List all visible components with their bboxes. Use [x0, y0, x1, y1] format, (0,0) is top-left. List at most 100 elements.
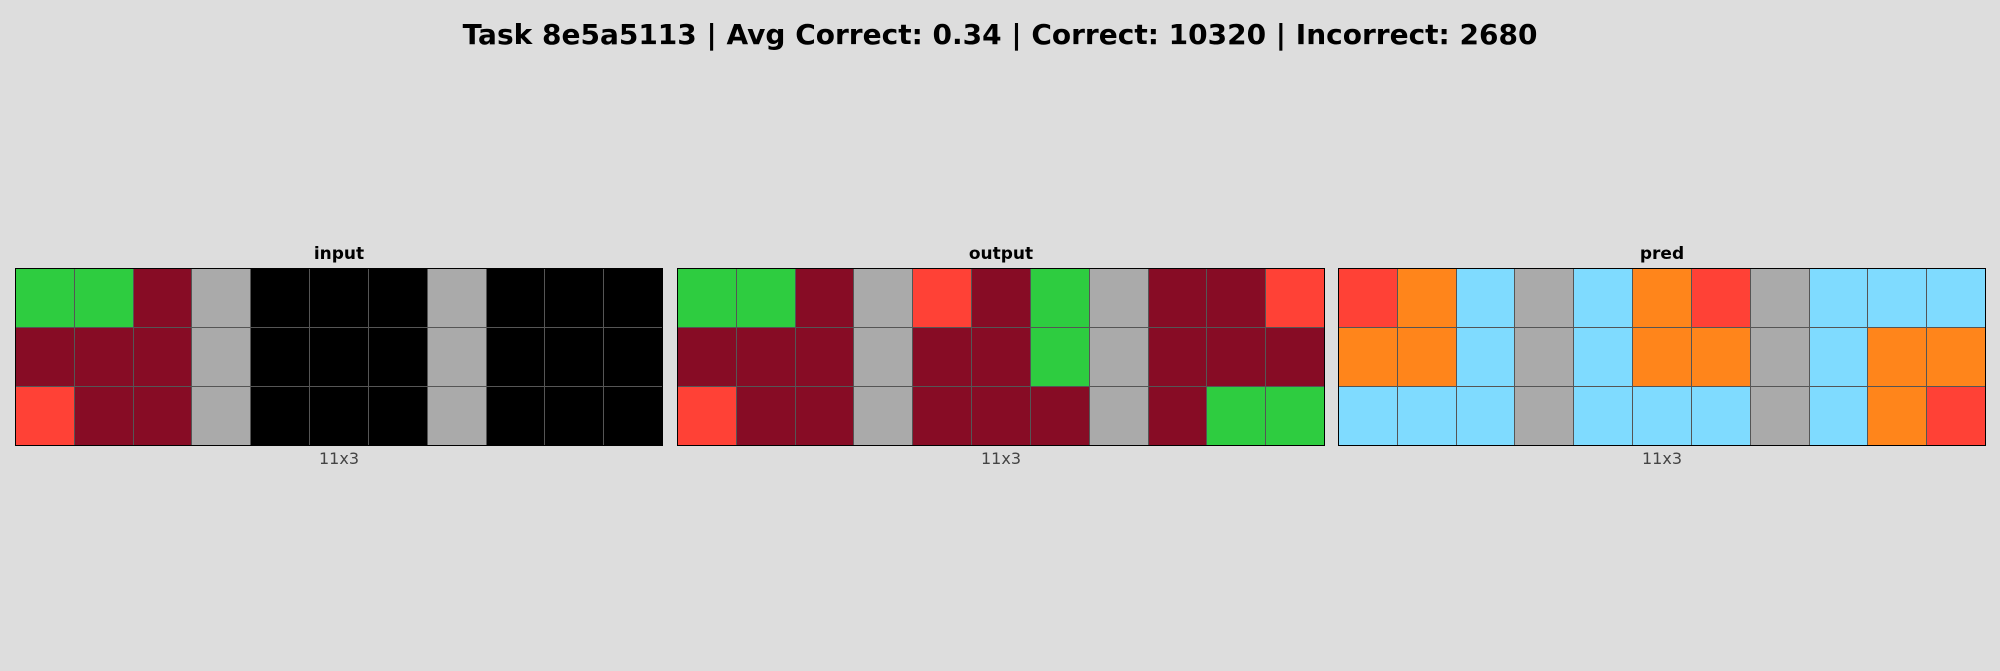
grid-cell [1266, 328, 1324, 386]
grid-cell [1030, 269, 1089, 327]
grid-cell [74, 269, 133, 327]
grid-cell [795, 387, 854, 445]
output-grid-dimensions: 11x3 [980, 449, 1021, 468]
grid-cell [133, 328, 192, 386]
grid-cell [1397, 387, 1456, 445]
grid-cell [736, 269, 795, 327]
grid-cell [1574, 387, 1633, 445]
grid-cell [74, 387, 133, 445]
grid-cell [678, 269, 736, 327]
grid-cell [1030, 387, 1089, 445]
grid-cell [854, 269, 913, 327]
grid-cell [1868, 387, 1927, 445]
grid-cell [1397, 269, 1456, 327]
grid-cell [913, 269, 972, 327]
grid-cell [1456, 328, 1515, 386]
grid-cell [1691, 387, 1750, 445]
grid-cell [1456, 387, 1515, 445]
grid-cell [368, 328, 427, 386]
grid-cell [16, 387, 74, 445]
grid-cell [192, 387, 251, 445]
grid-cell [1574, 269, 1633, 327]
grid-cell [133, 387, 192, 445]
grid-cell [1691, 269, 1750, 327]
grid-cell [545, 387, 604, 445]
grid-cell [913, 328, 972, 386]
grid-cell [678, 328, 736, 386]
grid-cell [486, 269, 545, 327]
grid-cell [310, 269, 368, 327]
page-title: Task 8e5a5113 | Avg Correct: 0.34 | Corr… [462, 18, 1538, 51]
grid-cell [1927, 269, 1985, 327]
grid-cell [1339, 328, 1397, 386]
grid-cell [251, 328, 310, 386]
pred-grid [1338, 268, 1986, 446]
grid-cell [1574, 328, 1633, 386]
pred-panel: pred 11x3 [1338, 244, 1986, 468]
grid-cell [1266, 269, 1324, 327]
grid-cell [736, 387, 795, 445]
grid-cell [1339, 269, 1397, 327]
grid-cell [913, 387, 972, 445]
grid-cell [1809, 387, 1868, 445]
grid-cell [1089, 328, 1148, 386]
output-grid [677, 268, 1325, 446]
grid-cell [192, 269, 251, 327]
grid-cell [192, 328, 251, 386]
pred-panel-title: pred [1639, 244, 1685, 264]
grid-cell [795, 328, 854, 386]
grid-cell [604, 328, 662, 386]
grid-cell [1515, 387, 1574, 445]
grid-cell [16, 328, 74, 386]
grid-cell [368, 387, 427, 445]
input-panel-title: input [313, 244, 365, 264]
grid-cell [1339, 387, 1397, 445]
grid-cell [251, 269, 310, 327]
grid-cell [1633, 328, 1691, 386]
grid-cell [1750, 328, 1809, 386]
grid-cell [310, 387, 368, 445]
grid-cell [1927, 328, 1985, 386]
grid-cell [678, 387, 736, 445]
grid-cell [1207, 328, 1266, 386]
grid-cell [1809, 328, 1868, 386]
grid-cell [310, 328, 368, 386]
grid-cell [1207, 387, 1266, 445]
grid-cell [16, 269, 74, 327]
grid-cell [251, 387, 310, 445]
grid-cell [427, 269, 486, 327]
grid-cell [427, 328, 486, 386]
grid-cell [1089, 387, 1148, 445]
grid-cell [1089, 269, 1148, 327]
grid-cell [1750, 387, 1809, 445]
output-panel: output 11x3 [677, 244, 1325, 468]
grid-cell [1927, 387, 1985, 445]
grid-cell [1456, 269, 1515, 327]
grid-cell [1515, 328, 1574, 386]
grid-cell [545, 269, 604, 327]
grid-cell [972, 269, 1030, 327]
grid-cell [368, 269, 427, 327]
grid-cell [1030, 328, 1089, 386]
grid-cell [1633, 269, 1691, 327]
grid-cell [1397, 328, 1456, 386]
grid-cell [795, 269, 854, 327]
input-panel: input 11x3 [15, 244, 663, 468]
grid-cell [854, 387, 913, 445]
grid-cell [1750, 269, 1809, 327]
output-panel-title: output [968, 244, 1034, 264]
grid-cell [486, 387, 545, 445]
grid-cell [1868, 269, 1927, 327]
grid-cell [133, 269, 192, 327]
grid-cell [1148, 387, 1207, 445]
grid-cell [604, 387, 662, 445]
grid-cell [1515, 269, 1574, 327]
input-grid [15, 268, 663, 446]
grid-cell [427, 387, 486, 445]
grid-cell [486, 328, 545, 386]
grid-cell [604, 269, 662, 327]
grid-cell [1148, 328, 1207, 386]
grid-cell [74, 328, 133, 386]
grid-cell [1691, 328, 1750, 386]
